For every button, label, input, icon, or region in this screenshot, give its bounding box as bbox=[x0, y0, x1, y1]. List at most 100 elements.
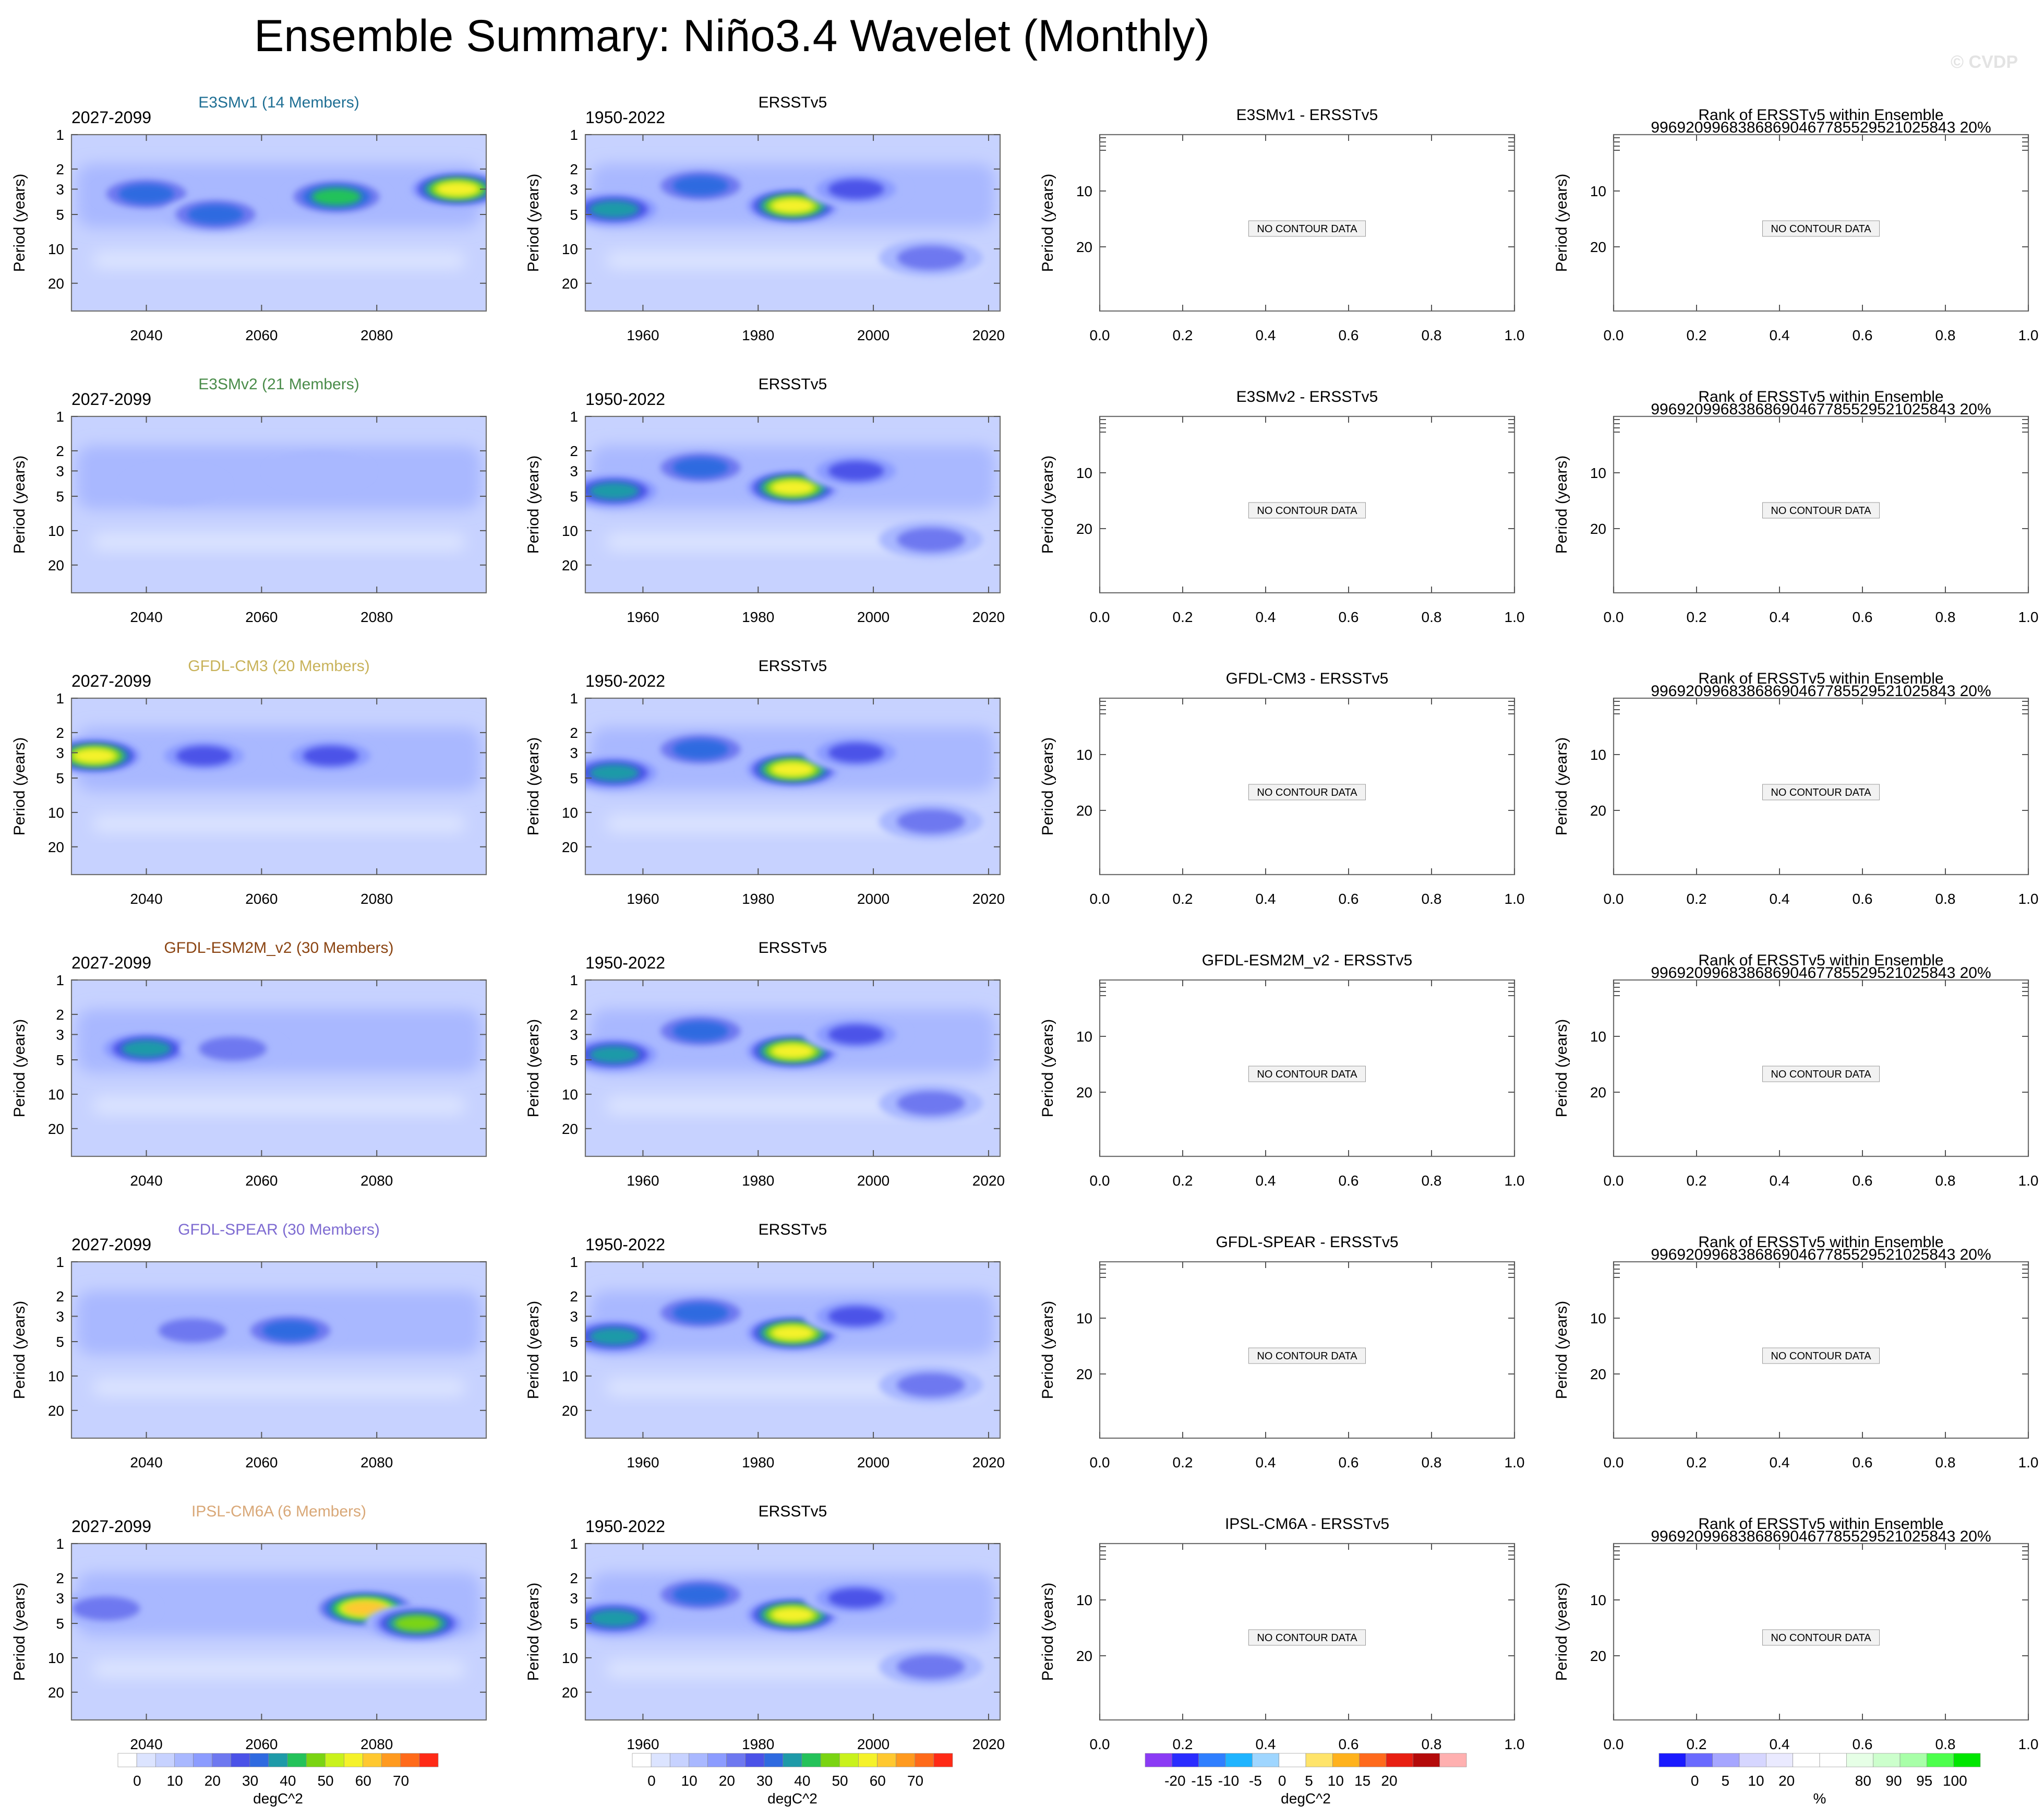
x-tick-label: 2060 bbox=[245, 1454, 278, 1471]
x-tick-label: 2060 bbox=[245, 609, 278, 625]
power-peak-obs1-1 bbox=[672, 458, 729, 477]
x-tick-label: 1960 bbox=[627, 609, 659, 625]
rank-subtitle: 99692099683868690467785529521025843 20% bbox=[1651, 1528, 1991, 1545]
colorbar-swatch bbox=[1359, 1753, 1387, 1767]
colorbar-swatch bbox=[212, 1753, 232, 1767]
x-tick-label: 0.0 bbox=[1604, 1736, 1624, 1752]
x-tick-label: 2000 bbox=[857, 1736, 889, 1752]
colorbar-swatch bbox=[1927, 1753, 1954, 1767]
x-tick-label: 0.8 bbox=[1422, 891, 1442, 907]
y-tick-label: 10 bbox=[562, 1368, 578, 1384]
x-tick-label: 1960 bbox=[627, 891, 659, 907]
x-tick-label: 0.4 bbox=[1770, 1173, 1790, 1189]
model-years: 2027-2099 bbox=[71, 1517, 151, 1536]
colorbar-label: 0 bbox=[647, 1773, 656, 1789]
difference-title: GFDL-ESM2M_v2 - ERSSTv5 bbox=[1202, 952, 1412, 969]
model-years: 2027-2099 bbox=[71, 1235, 151, 1254]
x-tick-label: 0.6 bbox=[1339, 1454, 1359, 1471]
y-tick-label: 10 bbox=[1590, 465, 1606, 481]
colorbar-label: 0 bbox=[1691, 1773, 1699, 1789]
y-axis-label: Period (years) bbox=[525, 737, 542, 835]
rank-title: Rank of ERSSTv5 within Ensemble bbox=[1698, 1515, 1943, 1533]
contour-fill-lowpower bbox=[92, 815, 465, 833]
contour-fill-lowpower bbox=[92, 251, 465, 269]
y-axis-label: Period (years) bbox=[11, 1583, 28, 1681]
y-tick-label: 1 bbox=[56, 690, 64, 707]
x-tick-label: 0.0 bbox=[1090, 1173, 1110, 1189]
y-tick-label: 1 bbox=[570, 1254, 578, 1270]
x-tick-label: 0.6 bbox=[1853, 1736, 1873, 1752]
y-tick-label: 2 bbox=[56, 1570, 64, 1586]
x-tick-label: 0.8 bbox=[1935, 609, 1956, 625]
no-data-box bbox=[1248, 1347, 1366, 1364]
y-axis-label: Period (years) bbox=[525, 1583, 542, 1681]
difference-panel: 10 20 0.0 0.2 0.4 0.6 0.8 1.0 Period (years) NO C… bbox=[1039, 388, 1524, 625]
x-tick-label: 1.0 bbox=[2018, 327, 2039, 343]
colorbar-swatch bbox=[1846, 1753, 1873, 1767]
colorbar-label: 100 bbox=[1943, 1773, 1967, 1789]
colorbar-label: 95 bbox=[1916, 1773, 1932, 1789]
power-peak-obs5-1 bbox=[672, 1585, 729, 1605]
no-data-label: NO CONTOUR DATA bbox=[1771, 223, 1871, 235]
obs-wavelet-panel: 1 2 3 5 10 20 1960 1980 2000 2020 Period (years) 19… bbox=[525, 1503, 1005, 1752]
x-tick-label: 1980 bbox=[742, 1173, 774, 1189]
power-peak-4-0 bbox=[158, 1318, 226, 1343]
colorbar-obs-wavelet: 0 10 20 30 40 50 60 70 degC^2 bbox=[632, 1753, 953, 1807]
contour-fill-lowpower bbox=[92, 1096, 465, 1115]
power-peak-obs1-0 bbox=[589, 482, 639, 500]
colorbar-units: degC^2 bbox=[253, 1790, 303, 1807]
x-tick-label: 0.4 bbox=[1770, 891, 1790, 907]
no-data-label: NO CONTOUR DATA bbox=[1257, 1350, 1357, 1362]
rank-panel: 10 20 0.0 0.2 0.4 0.6 0.8 1.0 Period (years) NO C… bbox=[1553, 1234, 2038, 1471]
colorbar-swatch bbox=[1686, 1753, 1713, 1767]
power-peak-obs5-3 bbox=[828, 1588, 884, 1608]
y-axis-label: Period (years) bbox=[525, 1019, 542, 1117]
obs-contours bbox=[585, 135, 1000, 311]
colorbar-swatch bbox=[1873, 1753, 1901, 1767]
x-tick-label: 0.6 bbox=[1853, 1173, 1873, 1189]
colorbar-swatch bbox=[117, 1753, 137, 1767]
panel-frame bbox=[1099, 134, 1516, 312]
colorbar-swatch bbox=[839, 1753, 859, 1767]
colorbar-model-wavelet: 0 10 20 30 40 50 60 70 degC^2 bbox=[117, 1753, 439, 1807]
contour-fill-lowpower bbox=[92, 533, 465, 551]
y-tick-label: 5 bbox=[56, 1334, 64, 1350]
y-tick-label: 20 bbox=[48, 839, 64, 855]
rank-subtitle: 99692099683868690467785529521025843 20% bbox=[1651, 1246, 1991, 1263]
colorbar-swatch bbox=[287, 1753, 307, 1767]
x-tick-label: 0.2 bbox=[1687, 327, 1707, 343]
y-tick-label: 1 bbox=[56, 1536, 64, 1552]
x-tick-label: 1980 bbox=[742, 327, 774, 343]
x-tick-label: 0.6 bbox=[1853, 609, 1873, 625]
x-tick-label: 0.4 bbox=[1770, 1454, 1790, 1471]
rank-subtitle: 99692099683868690467785529521025843 20% bbox=[1651, 119, 1991, 136]
x-tick-label: 0.2 bbox=[1173, 609, 1193, 625]
y-tick-label: 20 bbox=[562, 1121, 578, 1137]
panel-frame bbox=[584, 1543, 1001, 1721]
row-4: 1 2 3 5 10 20 2040 2060 2080 Period (years) 2027-2… bbox=[11, 1221, 2038, 1471]
y-tick-label: 5 bbox=[570, 770, 578, 786]
row-0: 1 2 3 5 10 20 2040 2060 2080 Period (years) 2027-2… bbox=[11, 94, 2038, 343]
x-tick-label: 0.6 bbox=[1339, 1736, 1359, 1752]
y-axis-label: Period (years) bbox=[11, 1301, 28, 1399]
y-tick-label: 5 bbox=[56, 488, 64, 505]
y-tick-label: 20 bbox=[562, 557, 578, 573]
y-tick-label: 20 bbox=[1590, 803, 1606, 819]
y-tick-label: 5 bbox=[570, 1616, 578, 1632]
colorbar-label: 20 bbox=[205, 1773, 221, 1789]
x-tick-label: 1.0 bbox=[2018, 1454, 2039, 1471]
panel-frame bbox=[70, 1543, 487, 1721]
colorbar-swatch bbox=[745, 1753, 765, 1767]
colorbar-swatch bbox=[1332, 1753, 1360, 1767]
x-tick-label: 0.4 bbox=[1256, 1454, 1276, 1471]
colorbar-swatch bbox=[363, 1753, 382, 1767]
panel-frame bbox=[70, 415, 487, 594]
y-tick-label: 10 bbox=[562, 523, 578, 539]
power-peak-0-1 bbox=[187, 205, 244, 224]
model-contours bbox=[71, 135, 486, 311]
x-tick-label: 1980 bbox=[742, 1736, 774, 1752]
x-tick-label: 0.6 bbox=[1339, 327, 1359, 343]
y-axis-label: Period (years) bbox=[1039, 1019, 1056, 1117]
colorbar-label: -5 bbox=[1249, 1773, 1262, 1789]
x-tick-label: 1.0 bbox=[2018, 609, 2039, 625]
